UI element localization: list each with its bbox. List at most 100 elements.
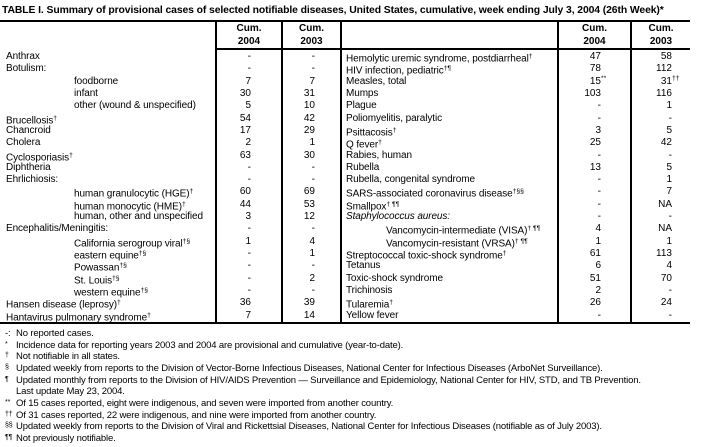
cum-2004-value: - [558, 186, 631, 198]
value: 10 [303, 100, 315, 112]
table-row: Trichinosis 2 - [344, 285, 690, 297]
cum-2003-value: 42 [631, 137, 690, 149]
cum-2003-value: - [282, 174, 341, 186]
table-row: Q fever† 25 42 [344, 137, 690, 151]
value: 42 [660, 137, 672, 149]
cum-2004-value: - [216, 260, 282, 272]
value: 1 [666, 100, 672, 112]
footnote-line: ¶ Updated monthly from reports to the Div… [4, 375, 641, 387]
cum-2003-value: 58 [631, 51, 690, 63]
value: - [247, 284, 251, 296]
cum-2004-value: 17 [216, 125, 282, 137]
table-row: Encephalitis/Meningitis: - - [0, 223, 341, 235]
cum-2004-value: - [216, 223, 282, 235]
disease-name: Vancomycin-resistant (VRSA)† ¶¶ [386, 237, 528, 250]
cum-2003-value: 1 [282, 137, 341, 149]
disease-name: Tularemia† [346, 299, 393, 311]
disease-name: HIV infection, pediatric†¶ [346, 65, 452, 77]
cum-2003-value: 70 [631, 273, 690, 285]
cum-2003-value: 5 [631, 125, 690, 137]
cum-2004-value: 78 [558, 63, 631, 75]
value: 4 [309, 235, 315, 247]
value: 42 [303, 112, 315, 124]
value: - [597, 100, 601, 112]
table-row: other (wound & unspecified) 5 10 [0, 100, 341, 112]
cum-2004-value: 54 [216, 113, 282, 125]
cum-2003-value: 31 [282, 88, 341, 100]
cum-2004-value: 2 [558, 285, 631, 297]
year-label: 2004 [237, 35, 261, 47]
footnote-text: Updated weekly from reports to the Divis… [16, 421, 602, 433]
cum-2004-value: - [216, 63, 282, 75]
value: 30 [239, 87, 251, 99]
name-footnote-mark: † [69, 151, 73, 159]
cum-2004-value: 26 [558, 297, 631, 309]
cum-2004-value: - [558, 100, 631, 112]
value: - [597, 186, 601, 198]
cum-2003-value: 53 [282, 199, 341, 211]
value: 4 [666, 260, 672, 272]
value: 54 [239, 112, 251, 124]
cum-2003-value: - [631, 113, 690, 125]
table-row: Ehrlichiosis: - - [0, 174, 341, 186]
value: - [247, 174, 251, 186]
value: 113 [656, 248, 672, 259]
name-footnote-mark: † [378, 139, 382, 147]
disease-name: Staphylococcus aureus: [346, 211, 450, 223]
disease-name: Yellow fever [346, 309, 399, 321]
disease-name: Hemolytic uremic syndrome, postdiarrheal… [346, 53, 533, 65]
value: 5 [666, 124, 672, 136]
cum-2003-value: 112 [631, 63, 690, 75]
left-table-rows: Anthrax - - Botulism: - - foodborne 7 7 infant 30 3… [0, 51, 341, 324]
value: 58 [660, 51, 672, 62]
footnote-text: Incidence data for reporting years 2003 … [16, 339, 404, 351]
table-row: Psittacosis† 3 5 [344, 125, 690, 139]
value: - [311, 284, 315, 296]
table-row: Diphtheria - - [0, 162, 341, 174]
table-row: Yellow fever - - [344, 310, 690, 322]
value: 2 [309, 272, 315, 284]
cum-2003-value: 39 [282, 297, 341, 309]
value: 31 †† [660, 75, 680, 87]
table-row: Vancomycin-intermediate (VISA)† ¶¶ 4 NA [344, 223, 690, 237]
value: - [247, 51, 251, 62]
value: - [597, 174, 601, 186]
value: 12 [303, 211, 315, 223]
value: 70 [660, 272, 672, 284]
footnote-text: Updated monthly from reports to the Divi… [16, 374, 641, 386]
footnote-marker: † [5, 352, 9, 360]
table-row: Powassan†§ - - [0, 260, 341, 274]
disease-name: Rubella, congenital syndrome [346, 174, 475, 186]
name-footnote-mark: †§ [119, 262, 127, 270]
value: 1 [309, 137, 315, 149]
cum-2004-value: 1 [558, 236, 631, 248]
value: 47 [589, 51, 601, 62]
value: - [311, 161, 315, 173]
footnote-line: * Incidence data for reporting years 2003… [4, 340, 641, 352]
cum-2004-value: - [558, 199, 631, 211]
footnote-marker: †† [5, 410, 13, 418]
value: 14 [303, 309, 315, 321]
value: 39 [303, 297, 315, 309]
cum-2004-value: - [558, 150, 631, 162]
left-table-col-divider-1 [215, 22, 217, 322]
value: - [247, 248, 251, 259]
cum-2003-value: 1 [282, 248, 341, 260]
value: 15 ** [589, 75, 607, 87]
footnote-text: No reported cases. [16, 328, 94, 339]
year-label: 2004 [583, 35, 606, 47]
right-cum-2004-header: Cum. 2004 [559, 23, 630, 48]
cum-2003-value: 14 [282, 310, 341, 322]
table-row: Measles, total 15 ** 31 †† [344, 75, 690, 88]
value: 61 [589, 248, 601, 259]
value: - [247, 63, 251, 75]
value: 1 [595, 235, 601, 247]
cum-label: Cum. [299, 23, 324, 34]
cum-2003-value: - [631, 211, 690, 223]
top-rule [0, 20, 690, 22]
cum-2004-value: - [216, 285, 282, 297]
cum-2004-value: 60 [216, 186, 282, 198]
value: 36 [239, 297, 251, 309]
name-footnote-mark: † [147, 311, 151, 319]
disease-name: Hantavirus pulmonary syndrome† [6, 311, 151, 324]
